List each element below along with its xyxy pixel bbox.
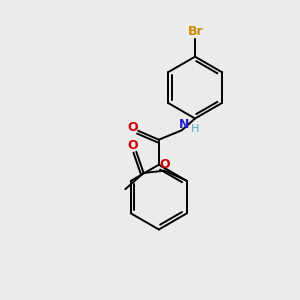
Text: N: N [179,118,189,131]
Text: O: O [128,139,138,152]
Text: O: O [159,158,169,171]
Text: O: O [128,121,138,134]
Text: Br: Br [188,25,203,38]
Text: H: H [191,124,199,134]
